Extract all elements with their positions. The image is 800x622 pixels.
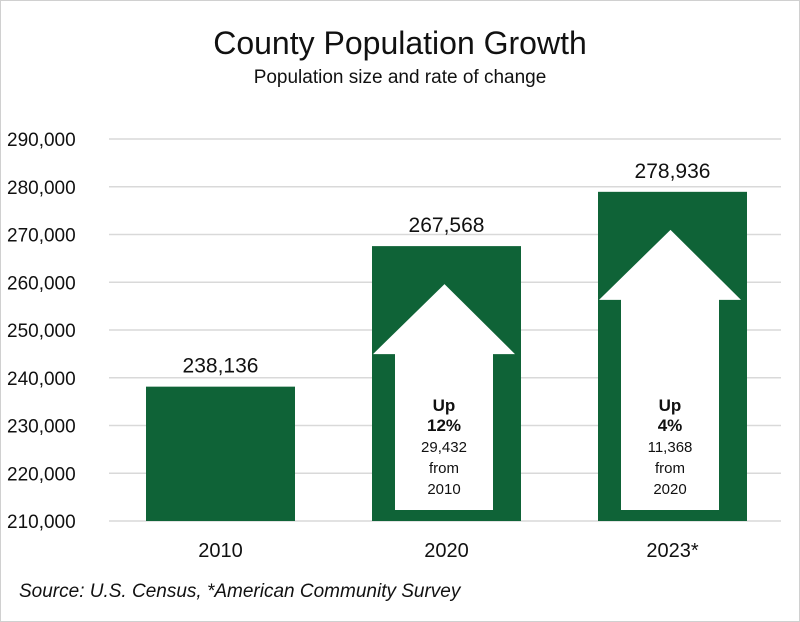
chart-subtitle: Population size and rate of change xyxy=(254,67,547,88)
annotation-change: 29,432 xyxy=(421,439,467,456)
x-tick-label: 2020 xyxy=(424,540,469,562)
y-tick-label: 270,000 xyxy=(7,226,76,247)
annotation-up: Up xyxy=(433,396,456,415)
y-tick-label: 210,000 xyxy=(7,512,76,533)
annotation-up: Up xyxy=(659,396,682,415)
data-label: 238,136 xyxy=(183,355,259,378)
y-tick-label: 290,000 xyxy=(7,130,76,151)
up-arrow-icon xyxy=(373,284,515,510)
data-label: 267,568 xyxy=(409,214,485,237)
x-tick-label: 2010 xyxy=(198,540,243,562)
y-tick-label: 220,000 xyxy=(7,464,76,485)
annotation-percent: 12% xyxy=(427,416,461,435)
bar-2010 xyxy=(146,386,295,521)
annotation-base-year: 2010 xyxy=(427,481,460,498)
y-tick-label: 240,000 xyxy=(7,369,76,390)
annotation-change: 11,368 xyxy=(648,439,693,456)
x-tick-label: 2023* xyxy=(646,540,698,562)
annotation-from: from xyxy=(429,460,459,477)
annotation-base-year: 2020 xyxy=(653,481,686,498)
annotation-from: from xyxy=(655,460,685,477)
up-arrow-icon xyxy=(599,229,741,510)
y-tick-label: 230,000 xyxy=(7,417,76,438)
y-tick-label: 280,000 xyxy=(7,178,76,199)
source-note: Source: U.S. Census, *American Community… xyxy=(19,581,462,602)
y-tick-label: 250,000 xyxy=(7,321,76,342)
chart-title: County Population Growth xyxy=(213,25,587,61)
data-label: 278,936 xyxy=(635,160,711,183)
y-tick-label: 260,000 xyxy=(7,273,76,294)
annotation-percent: 4% xyxy=(658,416,683,435)
